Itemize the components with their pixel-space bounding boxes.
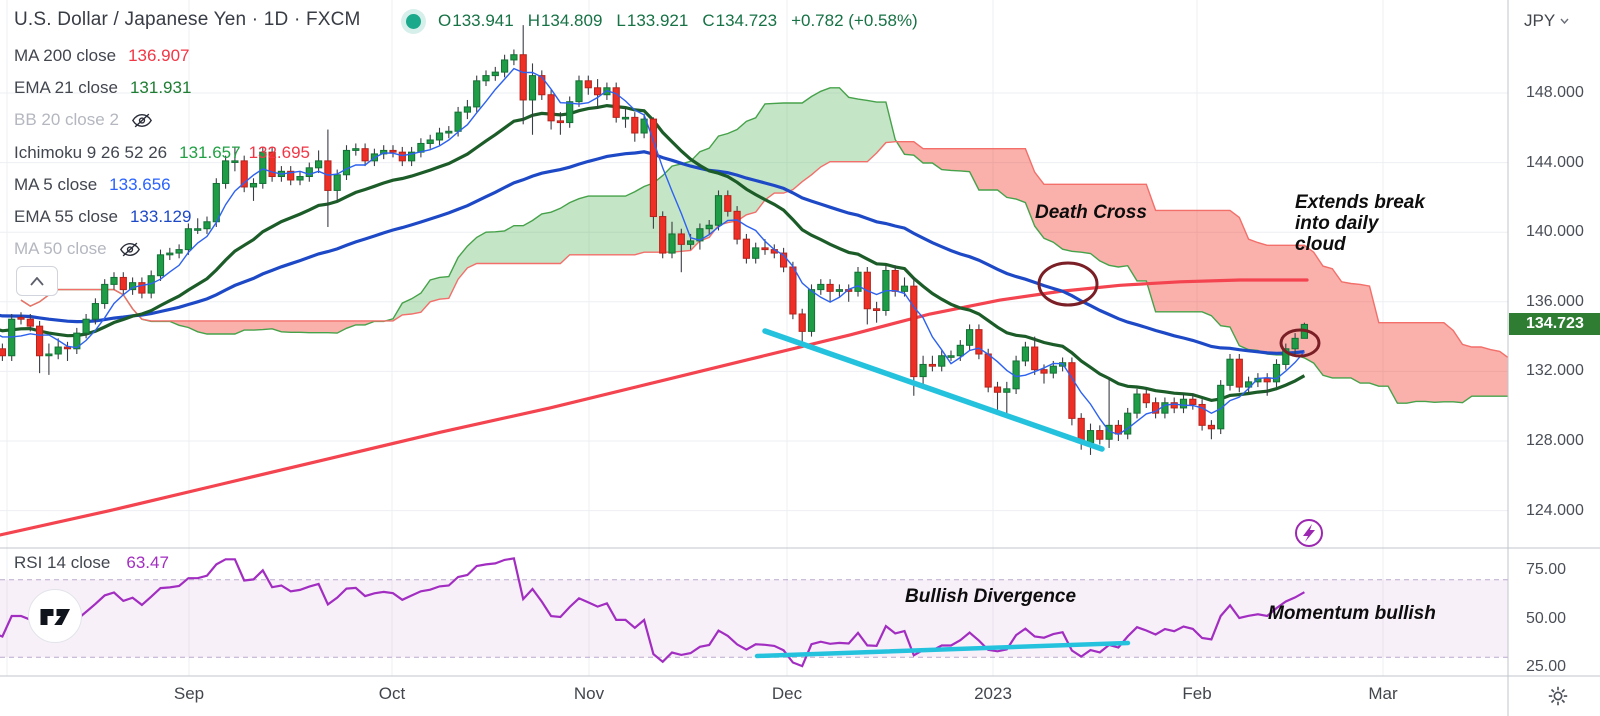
eye-hidden-icon[interactable] [119,241,141,258]
ichimoku-cloud [20,87,1508,404]
chevron-up-icon [30,276,44,286]
rsi-pane[interactable] [0,557,1508,668]
ohlc-readout: O 133.941 H 134.809 L 133.921 C 134.723 +0.7… [438,11,918,31]
collapse-legend-button[interactable] [16,266,58,296]
open-label: O [438,11,452,30]
close-label: C [702,11,715,30]
ema55-line [0,150,1305,355]
last-price-badge: 134.723 [1509,313,1600,336]
legend-row-ema55[interactable]: EMA 55 close 133.129 [14,205,191,229]
legend-label: BB 20 close 2 [14,110,119,129]
highlight-ellipse-death-cross[interactable] [1037,261,1099,307]
main-pane[interactable] [0,25,1546,547]
legend-value: 131.931 [129,78,192,97]
legend-row-ema21[interactable]: EMA 21 close 131.931 [14,76,191,100]
rsi-legend-row[interactable]: RSI 14 close 63.47 [14,553,169,573]
rsi-value: 63.47 [126,553,169,572]
legend-value: 133.129 [129,207,192,226]
price-tick-label: 136.000 [1526,292,1584,310]
legend-value: 131.657 [179,143,241,162]
trendline-rsi[interactable] [754,640,1131,659]
time-axis[interactable]: Sep Oct Nov Dec 2023 Feb Mar [0,684,1508,714]
symbol-title[interactable]: U.S. Dollar / Japanese Yen · 1D · FXCM [14,9,361,30]
legend-label: EMA 21 close [14,78,118,97]
time-tick-label: 2023 [974,684,1012,703]
price-tick-label: 148.000 [1526,84,1584,101]
currency-label: JPY [1524,11,1556,30]
price-scale-currency[interactable]: JPY [1524,11,1569,31]
legend-label: MA 200 close [14,46,117,65]
rsi-tick-label: 50.00 [1526,609,1567,627]
price-tick-label: 128.000 [1526,432,1584,449]
price-tick-label: 132.000 [1526,362,1584,380]
time-tick-label: Oct [378,684,406,703]
legend-label: Ichimoku 9 26 52 26 [14,143,168,162]
legend-row-ma200[interactable]: MA 200 close 136.907 [14,44,190,68]
ma5-line [0,67,1305,436]
ema21-line [0,103,1306,403]
open-value: 133.941 [452,11,514,30]
close-value: 134.723 [715,11,778,30]
legend-row-ichimoku[interactable]: Ichimoku 9 26 52 26 131.657 132.695 [14,141,310,165]
ma200-line [0,278,1309,537]
time-tick-label: Dec [771,684,803,703]
rsi-tick-label: 25.00 [1526,658,1567,675]
rsi-tick-label: 75.00 [1526,561,1567,578]
legend-value: 133.656 [109,175,171,194]
chevron-down-icon [1560,18,1569,24]
time-tick-label: Sep [173,684,205,703]
change-value: +0.782 (+0.58%) [791,11,918,30]
legend-value-2: 132.695 [248,143,311,162]
legend-value: 136.907 [128,46,190,65]
low-label: L [616,11,626,30]
vertical-gridlines [6,0,1384,676]
market-status-dot[interactable] [406,14,421,29]
legend-row-bb[interactable]: BB 20 close 2 [14,108,153,132]
eye-hidden-icon[interactable] [131,112,153,129]
timezone-settings-gear-icon[interactable] [1545,683,1571,709]
candles-layer [0,25,1309,455]
legend-row-ma5[interactable]: MA 5 close 133.656 [14,173,171,197]
tradingview-logo[interactable] [27,588,83,644]
legend-label: EMA 55 close [14,207,118,226]
legend-row-ma50[interactable]: MA 50 close [14,237,141,261]
legend-label: MA 50 close [14,239,107,258]
high-label: H [527,11,540,30]
time-tick-label: Nov [573,684,605,703]
price-tick-label: 144.000 [1526,153,1584,171]
high-value: 134.809 [540,11,603,30]
trendline-price[interactable] [762,328,1105,452]
low-value: 133.921 [626,11,689,30]
price-tick-label: 124.000 [1526,501,1584,519]
legend-label: MA 5 close [14,175,98,194]
time-tick-label: Mar [1368,684,1398,703]
rsi-label: RSI 14 close [14,553,111,572]
rsi-line [0,557,1305,668]
highlight-ellipse-breakout[interactable] [1279,328,1321,358]
price-tick-label: 140.000 [1526,223,1584,241]
time-tick-label: Feb [1182,684,1212,703]
